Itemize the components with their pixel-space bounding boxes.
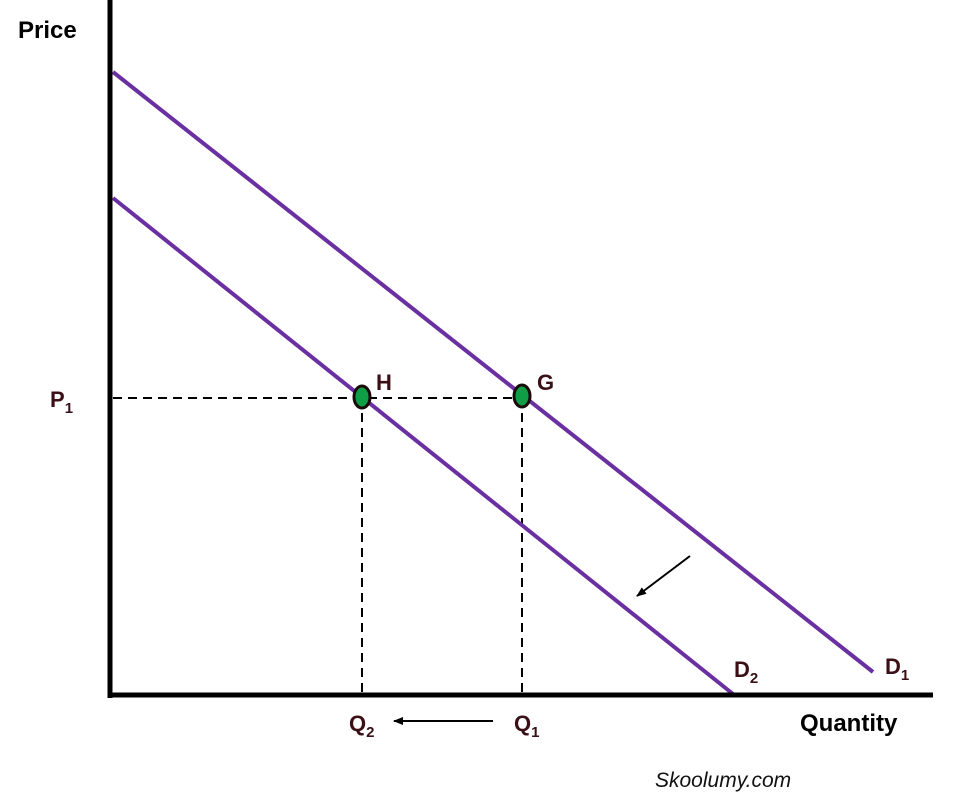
label-sub: 1 (901, 667, 909, 684)
point-label: H (376, 370, 392, 395)
label-main: Q (349, 711, 366, 736)
label-main: Q (514, 711, 531, 736)
curve-label: D1 (885, 654, 909, 684)
label-sub: 2 (750, 670, 758, 687)
point-g (512, 383, 532, 409)
watermark: Skoolumy.com (655, 769, 791, 792)
label-main: P (50, 387, 65, 412)
point-h (352, 384, 372, 410)
y-axis-label: Price (18, 17, 77, 44)
shift-arrow (636, 555, 691, 597)
label-main: D (885, 654, 901, 679)
quantity-label: Q1 (514, 711, 539, 741)
curve-label: D2 (734, 657, 758, 687)
label-sub: 2 (366, 724, 374, 741)
quantity-label: Q2 (349, 711, 374, 741)
guides (113, 397, 523, 693)
demand-curve-2 (111, 196, 735, 696)
point-label: G (537, 370, 554, 395)
label-main: D (734, 657, 750, 682)
demand-curve-1 (111, 70, 875, 674)
x-axis-label: Quantity (800, 710, 898, 737)
price-label: P1 (50, 387, 73, 417)
label-sub: 1 (65, 400, 73, 417)
label-sub: 1 (531, 724, 539, 741)
